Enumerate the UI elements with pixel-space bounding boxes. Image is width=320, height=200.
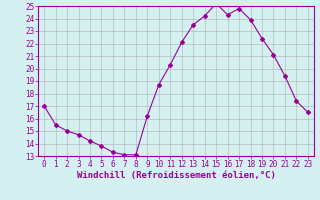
X-axis label: Windchill (Refroidissement éolien,°C): Windchill (Refroidissement éolien,°C) <box>76 171 276 180</box>
